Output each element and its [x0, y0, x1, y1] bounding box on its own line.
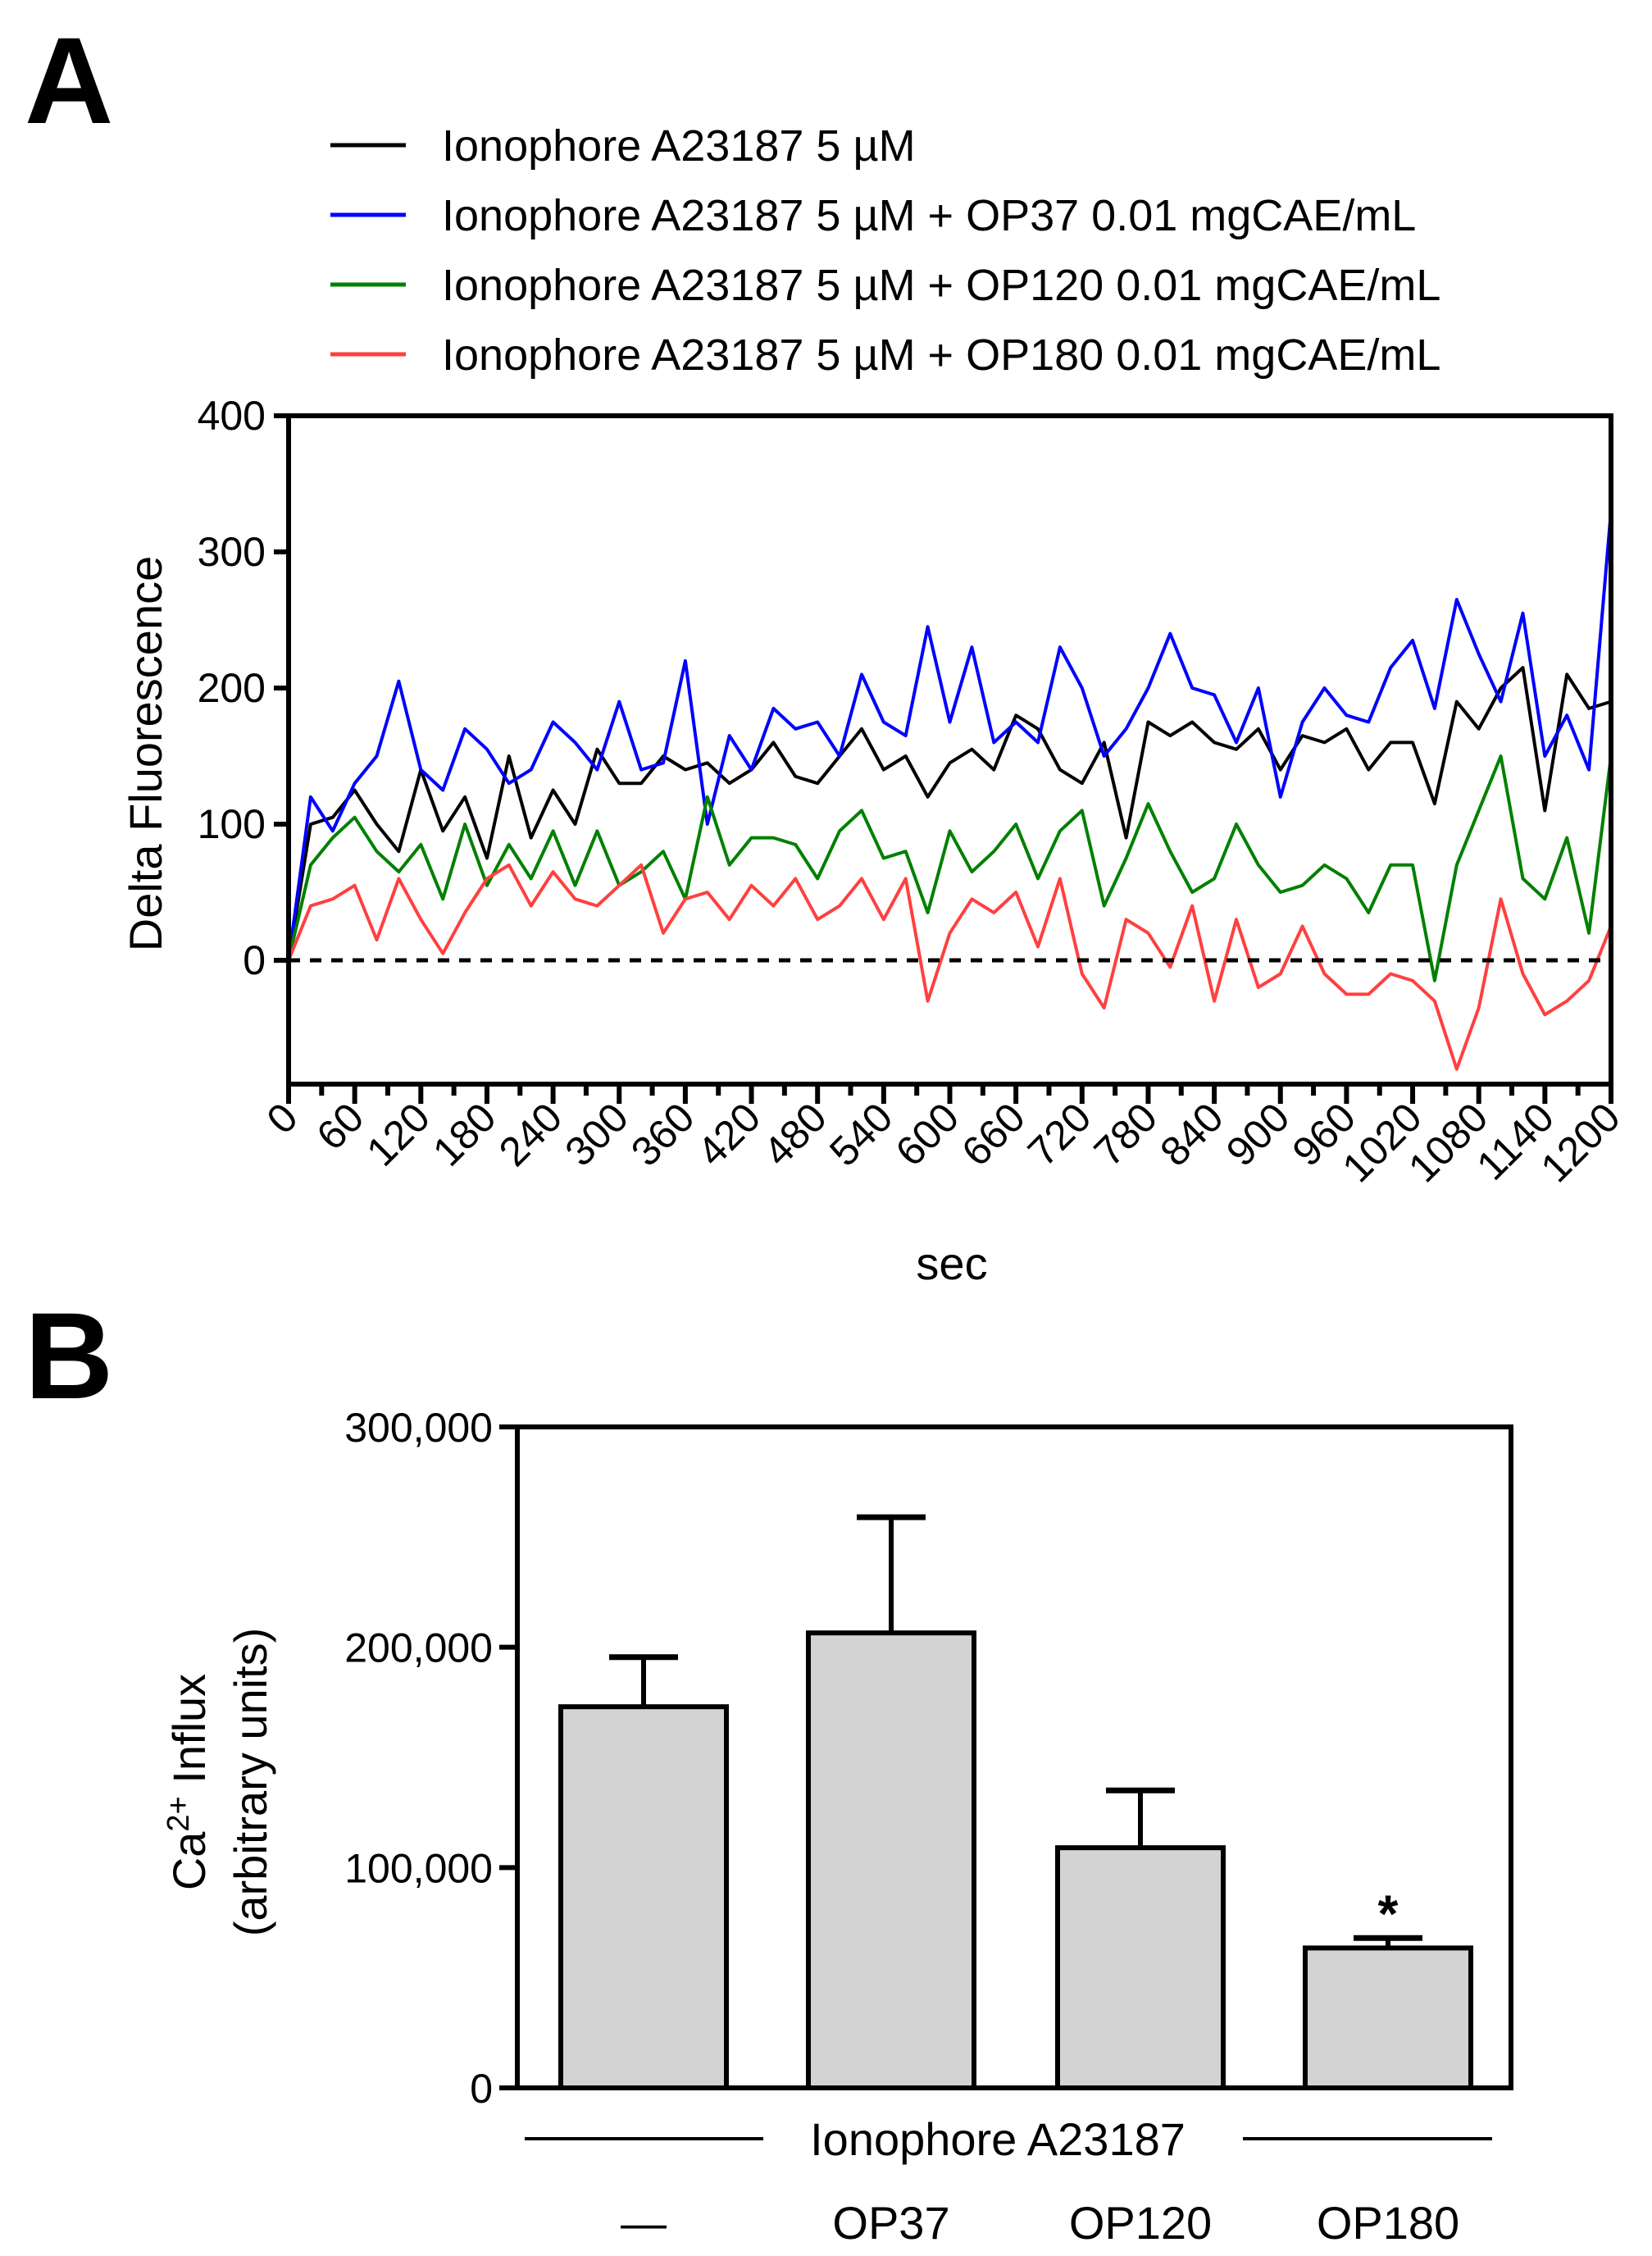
category-label: OP37 [832, 2197, 949, 2249]
y-tick-label: 300,000 [344, 1405, 493, 1451]
y-axis-label-part: Influx [163, 1674, 215, 1796]
significance-marker: * [1378, 1884, 1399, 1943]
legend-label: Ionophore A23187 5 µM + OP180 0.01 mgCAE… [442, 330, 1440, 380]
series-line-1 [287, 511, 1613, 961]
panel-label-b: B [25, 1287, 113, 1424]
bar [1303, 1945, 1473, 2091]
y-tick-label: 400 [198, 393, 266, 439]
x-tick-label: 420 [689, 1094, 770, 1175]
y-tick-label: 300 [198, 529, 266, 575]
x-axis-label: sec [916, 1237, 987, 1289]
legend-label: Ionophore A23187 5 µM + OP37 0.01 mgCAE/… [442, 191, 1416, 240]
x-tick-label: 360 [622, 1094, 703, 1175]
series-line-0 [287, 666, 1612, 961]
x-tick-label: 240 [490, 1094, 571, 1175]
x-tick-label: 60 [307, 1094, 372, 1159]
bar [806, 1630, 976, 2091]
group-label: Ionophore A23187 [810, 2113, 1186, 2165]
y-axis-label: Ca2+ Influx [162, 1674, 215, 1890]
x-tick-label: 780 [1085, 1094, 1167, 1175]
x-tick-label: 540 [821, 1094, 902, 1175]
series-line-3 [287, 863, 1613, 1071]
y-axis-label: Delta Fluorescence [120, 556, 171, 951]
x-tick-label: 120 [357, 1094, 439, 1175]
superscript: 2+ [162, 1796, 196, 1831]
line-chart: Ionophore A23187 5 µM Ionophore A23187 5 … [120, 121, 1629, 1289]
panel-label-a: A [25, 11, 113, 149]
legend-label: Ionophore A23187 5 µM [442, 121, 916, 171]
bar [558, 1704, 729, 2091]
x-tick-label: 660 [953, 1094, 1034, 1175]
y-axis-label-units: (arbitrary units) [225, 1628, 276, 1937]
series-line-2 [287, 754, 1613, 982]
y-tick-label: 100 [198, 801, 266, 847]
bar-chart: — OP37 OP120 * OP180 0 100,000 200,000 300,000 Io… [162, 1405, 1513, 2249]
x-tick-label: 600 [887, 1094, 968, 1175]
category-label: — [621, 2197, 667, 2249]
x-tick-label: 720 [1019, 1094, 1100, 1175]
x-tick-label: 180 [424, 1094, 505, 1175]
y-tick-label: 0 [470, 2066, 493, 2112]
x-tick-label: 300 [556, 1094, 637, 1175]
y-axis-label-part: Ca [163, 1831, 215, 1890]
y-tick-label: 0 [243, 937, 266, 983]
legend-label: Ionophore A23187 5 µM + OP120 0.01 mgCAE… [442, 261, 1440, 310]
category-label: OP120 [1069, 2197, 1212, 2249]
y-tick-label: 100,000 [344, 1845, 493, 1891]
category-label: OP180 [1317, 2197, 1459, 2249]
y-tick-label: 200 [198, 665, 266, 711]
bar [1055, 1845, 1226, 2090]
x-tick-label: 840 [1151, 1094, 1232, 1175]
x-tick-label: 480 [754, 1094, 835, 1175]
x-tick-label: 900 [1217, 1094, 1299, 1175]
y-tick-label: 200,000 [344, 1625, 493, 1671]
x-tick-label: 0 [258, 1094, 307, 1142]
